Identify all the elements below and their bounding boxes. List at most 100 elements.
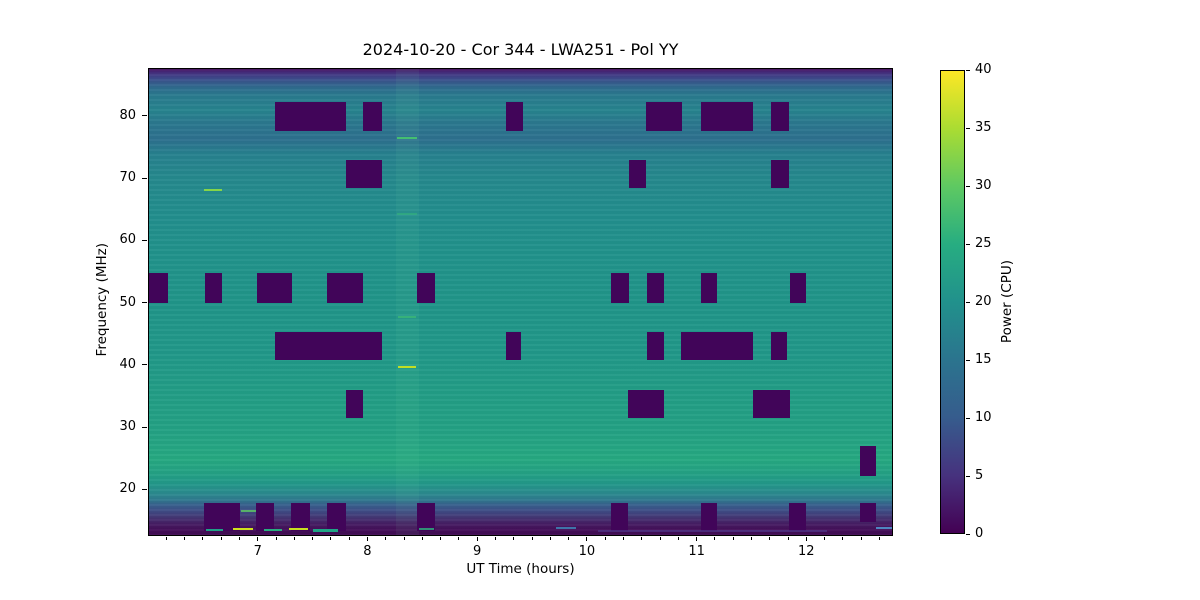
x-minor-tick <box>732 537 734 540</box>
x-minor-tick <box>312 537 314 540</box>
y-axis-label-wrap: Frequency (MHz) <box>92 0 112 600</box>
x-minor-tick <box>860 537 862 540</box>
colorbar-tick <box>966 185 970 187</box>
narrowband-streak <box>397 136 418 139</box>
x-minor-tick <box>568 537 570 540</box>
y-major-tick <box>142 177 147 179</box>
flagged-rfi-region <box>327 503 346 532</box>
colorbar-tick <box>966 533 970 535</box>
lighter-time-column <box>396 69 420 535</box>
x-minor-tick <box>750 537 752 540</box>
colorbar-tick-label: 0 <box>975 526 984 541</box>
x-minor-tick <box>659 537 661 540</box>
x-minor-tick <box>677 537 679 540</box>
flagged-rfi-region <box>790 273 806 304</box>
colorbar-tick-label: 15 <box>975 352 992 367</box>
flagged-rfi-region <box>345 160 383 188</box>
x-minor-tick <box>878 537 880 540</box>
x-minor-tick <box>769 537 771 540</box>
y-tick-label: 50 <box>119 294 136 310</box>
narrowband-streak <box>289 528 308 531</box>
x-minor-tick <box>549 537 551 540</box>
flagged-rfi-region <box>274 101 346 131</box>
flagged-rfi-region <box>149 273 168 304</box>
x-axis-label: UT Time (hours) <box>466 561 575 577</box>
colorbar-label-wrap: Power (CPU) <box>998 70 1016 534</box>
flagged-rfi-region <box>700 503 717 532</box>
y-tick-label: 30 <box>119 419 136 435</box>
colorbar-tick <box>966 243 970 245</box>
colorbar-tick <box>966 359 970 361</box>
y-major-tick <box>142 115 147 117</box>
y-major-tick <box>142 426 147 428</box>
x-minor-tick <box>531 537 533 540</box>
flagged-rfi-region <box>505 331 522 360</box>
y-major-tick <box>142 488 147 490</box>
x-major-tick <box>805 537 807 541</box>
x-minor-tick <box>403 537 405 540</box>
x-minor-tick <box>385 537 387 540</box>
narrowband-streak <box>205 529 224 532</box>
narrowband-streak <box>556 526 576 529</box>
flagged-rfi-region <box>628 389 665 419</box>
narrowband-streak <box>203 189 223 192</box>
x-minor-tick <box>824 537 826 540</box>
colorbar-tick <box>966 417 970 419</box>
x-tick-label: 7 <box>253 544 262 559</box>
x-minor-tick <box>330 537 332 540</box>
x-tick-label: 10 <box>578 544 596 559</box>
colorbar-tick <box>966 127 970 129</box>
x-minor-tick <box>494 537 496 540</box>
x-minor-tick <box>220 537 222 540</box>
flagged-rfi-region <box>363 101 383 131</box>
x-minor-tick <box>421 537 423 540</box>
x-tick-label: 9 <box>473 544 482 559</box>
y-tick-label: 80 <box>119 107 136 123</box>
colorbar-tick <box>966 69 970 71</box>
colorbar-tick-label: 35 <box>975 120 992 135</box>
x-minor-tick <box>184 537 186 540</box>
y-tick-label: 20 <box>119 481 136 497</box>
x-minor-tick <box>604 537 606 540</box>
colorbar-tick-label: 30 <box>975 178 992 193</box>
y-major-tick <box>142 364 147 366</box>
y-major-tick <box>142 302 147 304</box>
flagged-rfi-region <box>646 331 665 360</box>
flagged-rfi-region <box>700 101 754 131</box>
flagged-rfi-region <box>257 273 293 304</box>
flagged-rfi-region <box>204 273 223 304</box>
x-major-tick <box>257 537 259 541</box>
x-major-tick <box>586 537 588 541</box>
colorbar-tick <box>966 475 970 477</box>
flagged-rfi-region <box>680 331 754 360</box>
y-major-tick <box>142 239 147 241</box>
flagged-rfi-region <box>770 160 790 188</box>
flagged-rfi-region <box>345 389 364 419</box>
x-minor-tick <box>440 537 442 540</box>
x-minor-tick <box>202 537 204 540</box>
flagged-rfi-region <box>274 331 383 360</box>
y-axis: 20 30 40 50 60 70 80 <box>0 68 147 536</box>
flagged-rfi-region <box>753 389 791 419</box>
x-major-tick <box>696 537 698 541</box>
flagged-rfi-region <box>256 503 274 532</box>
x-tick-label: 8 <box>363 544 372 559</box>
y-tick-label: 70 <box>119 170 136 186</box>
colorbar-tick-label: 25 <box>975 236 992 251</box>
narrowband-streak <box>233 528 253 531</box>
narrowband-streak <box>875 527 892 530</box>
x-minor-tick <box>238 537 240 540</box>
colorbar-tick-label: 40 <box>975 62 992 77</box>
flagged-rfi-region <box>291 503 310 532</box>
colorbar-tick <box>966 301 970 303</box>
narrowband-streak <box>397 213 418 216</box>
colorbar-ticks: 0 5 10 15 20 25 30 35 40 <box>966 62 1006 541</box>
x-minor-tick <box>622 537 624 540</box>
x-minor-tick <box>842 537 844 540</box>
narrowband-streak <box>398 366 416 369</box>
flagged-rfi-region <box>860 446 876 476</box>
heatmap <box>149 69 892 535</box>
y-tick-label: 40 <box>119 356 136 372</box>
flagged-rfi-region <box>203 503 240 532</box>
